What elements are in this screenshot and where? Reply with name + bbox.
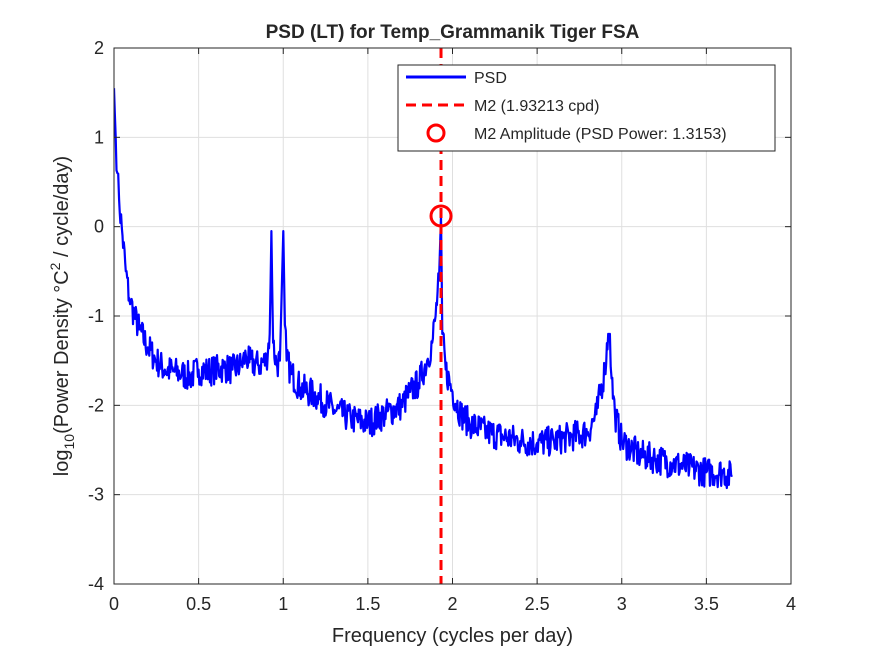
- y-axis-title-prefix: log: [51, 449, 73, 476]
- legend-amp-label: M2 Amplitude (PSD Power: 1.3153): [474, 126, 727, 143]
- y-tick-label: 2: [94, 38, 104, 58]
- y-tick-label: -3: [88, 485, 104, 505]
- y-tick-label: -4: [88, 574, 104, 594]
- x-tick-label: 1: [278, 594, 288, 614]
- m2-amplitude-marker: [429, 204, 453, 228]
- legend: PSD M2 (1.93213 cpd) M2 Amplitude (PSD P…: [397, 64, 776, 152]
- legend-amp-marker: [426, 123, 446, 143]
- y-tick-label: -2: [88, 395, 104, 415]
- x-tick-label: 3.5: [694, 594, 719, 614]
- y-axis-title-superscript: 2: [47, 262, 63, 270]
- x-tick-label: 0: [109, 594, 119, 614]
- x-tick-label: 2.5: [525, 594, 550, 614]
- psd-series-line: [114, 88, 733, 490]
- y-axis-title-middle: (Power Density °C: [51, 270, 73, 434]
- x-tick-label: 3: [617, 594, 627, 614]
- y-axis-title-subscript: 10: [61, 434, 77, 450]
- x-tick-label: 0.5: [186, 594, 211, 614]
- legend-psd-label: PSD: [474, 70, 507, 87]
- legend-box: [397, 64, 776, 152]
- y-tick-label: 0: [94, 217, 104, 237]
- chart-title: PSD (LT) for Temp_Grammanik Tiger FSA: [266, 22, 640, 43]
- x-tick-label: 2: [447, 594, 457, 614]
- x-tick-label: 1.5: [355, 594, 380, 614]
- y-tick-label: 1: [94, 127, 104, 147]
- y-axis-title: log10(Power Density °C2 / cycle/day): [47, 156, 77, 476]
- y-tick-label: -1: [88, 306, 104, 326]
- legend-m2-label: M2 (1.93213 cpd): [474, 98, 599, 115]
- ticks: [113, 47, 792, 585]
- x-axis-title: Frequency (cycles per day): [332, 625, 573, 647]
- x-tick-label: 4: [786, 594, 796, 614]
- y-axis-title-suffix: / cycle/day): [51, 156, 73, 263]
- tick-labels: 0 0.5 1 1.5 2 2.5 3 3.5 4 -4 -3 -2 -1 0 1 2: [88, 38, 796, 614]
